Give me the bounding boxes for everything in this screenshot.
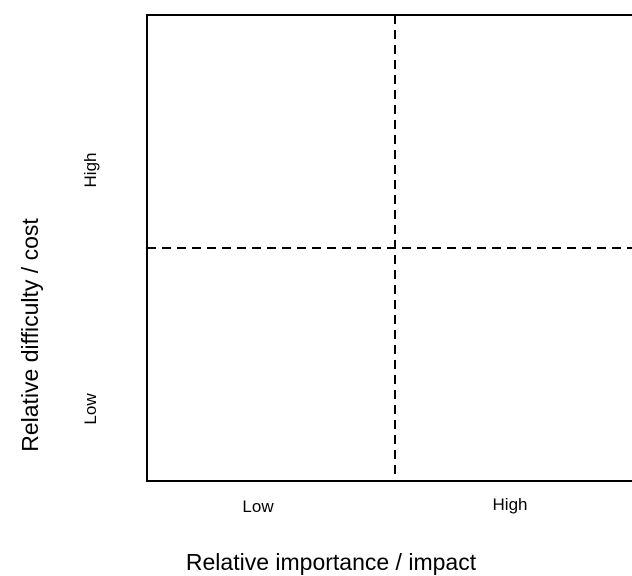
y-axis-high-label: High [81, 153, 100, 188]
y-axis-title: Relative difficulty / cost [17, 218, 43, 452]
y-axis-low-label: Low [81, 393, 100, 425]
x-axis-title: Relative importance / impact [186, 549, 477, 575]
x-axis-high-label: High [493, 495, 528, 514]
x-axis-low-label: Low [242, 497, 274, 516]
